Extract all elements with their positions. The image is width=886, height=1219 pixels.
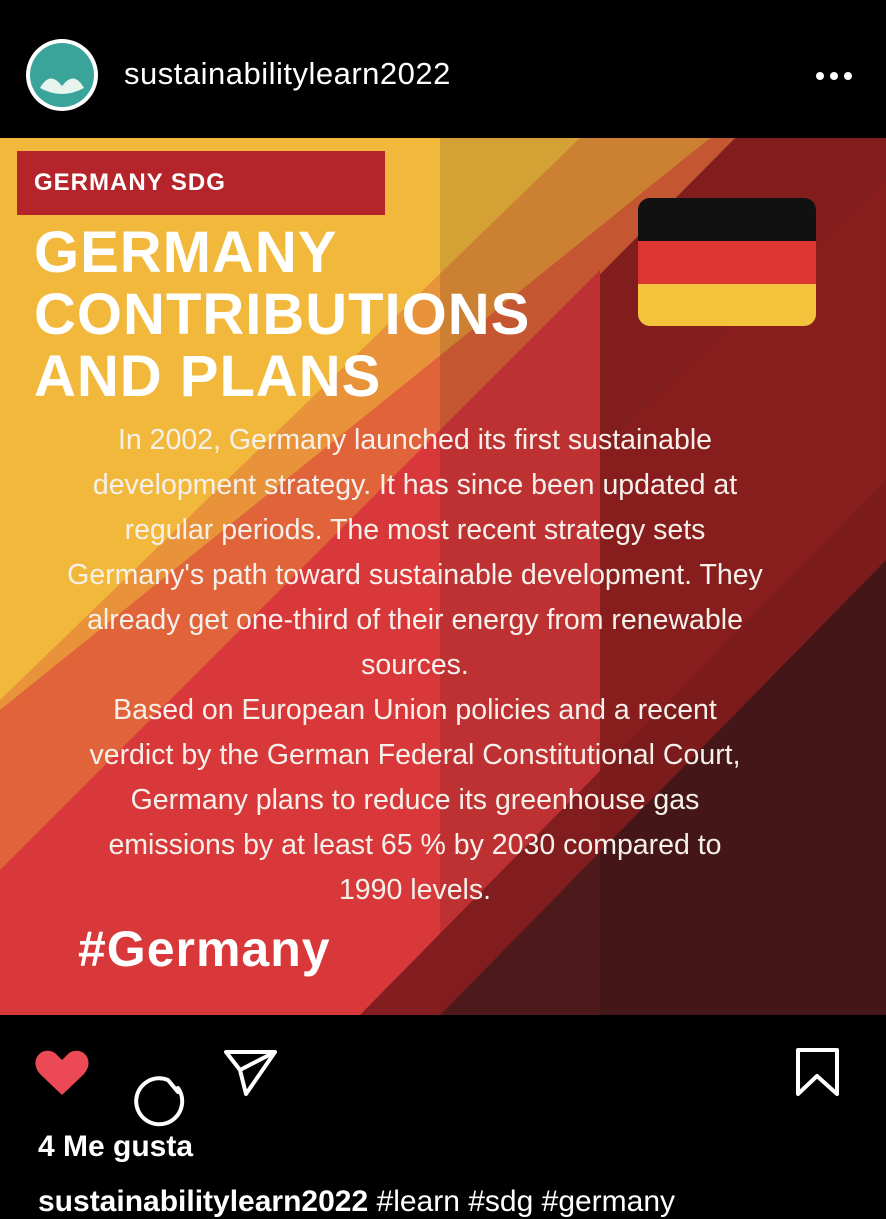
username[interactable]: sustainabilitylearn2022 — [124, 56, 451, 91]
hashtag: #Germany — [78, 921, 331, 977]
avatar-inner — [30, 43, 94, 107]
save-button[interactable] — [796, 1048, 839, 1096]
post-title: GERMANY CONTRIBUTIONS AND PLANS — [34, 222, 530, 408]
body-line: Germany's path toward sustainable develo… — [67, 559, 763, 591]
title-line: CONTRIBUTIONS — [34, 282, 531, 347]
body-line: verdict by the German Federal Constituti… — [89, 739, 741, 771]
body-line: development strategy. It has since been … — [92, 469, 738, 501]
avatar-leaves — [40, 78, 84, 94]
body-line: Germany plans to reduce its greenhouse g… — [130, 784, 700, 816]
body-line: 1990 levels. — [338, 874, 492, 906]
body-line: In 2002, Germany launched its first sust… — [117, 424, 713, 456]
likes[interactable]: 4 Me gusta — [38, 1130, 194, 1163]
body-line: already get one-third of their energy fr… — [87, 604, 743, 636]
caption: sustainabilitylearn2022 #learn #sdg #ger… — [38, 1185, 675, 1219]
share-button[interactable] — [224, 1050, 277, 1096]
title-line: GERMANY — [34, 220, 338, 285]
post-body: In 2002, Germany launched its first sust… — [0, 418, 830, 913]
comment-button[interactable] — [134, 1076, 185, 1127]
german-flag — [638, 198, 816, 326]
like-button[interactable] — [35, 1050, 89, 1095]
caption-user[interactable]: sustainabilitylearn2022 — [38, 1185, 369, 1218]
badge: GERMANY SDG — [17, 151, 385, 215]
body-line: emissions by at least 65 % by 2030 compa… — [108, 829, 722, 861]
body-line: regular periods. The most recent strateg… — [124, 514, 706, 546]
body-line: sources. — [361, 649, 469, 681]
title-line: AND PLANS — [34, 344, 382, 409]
post-image — [0, 138, 886, 1015]
caption-text: #learn #sdg #germany — [376, 1185, 676, 1218]
more-menu[interactable] — [816, 72, 852, 80]
badge-text: GERMANY SDG — [34, 169, 226, 196]
body-line: Based on European Union policies and a r… — [113, 694, 717, 726]
